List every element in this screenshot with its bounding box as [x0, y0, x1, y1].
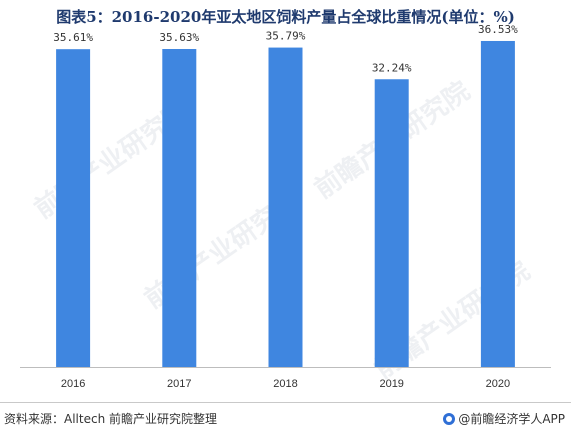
x-tick-label: 2017: [167, 378, 191, 390]
bar-2019: [374, 79, 409, 368]
x-tick-label: 2016: [61, 378, 85, 390]
bar-2016: [56, 49, 91, 367]
x-tick-label: 2019: [379, 378, 403, 390]
bar-value-label: 35.61%: [53, 31, 93, 44]
bar-value-label: 32.24%: [372, 61, 412, 74]
bar-2020: [480, 40, 515, 367]
bar-value-label: 36.53%: [478, 23, 518, 36]
source-note: 资料来源：Alltech 前瞻产业研究院整理: [4, 412, 217, 426]
footer-divider: [0, 402, 571, 403]
brand-credit: @前瞻经济学人APP: [443, 410, 565, 427]
bar-value-label: 35.79%: [266, 30, 306, 43]
bar-2017: [162, 49, 197, 367]
chart-title: 图表5：2016-2020年亚太地区饲料产量占全球比重情况(单位：%): [56, 8, 515, 26]
bar-chart: 35.61% 2016 35.63% 2017 35.79% 2018 32.24% 2019…: [20, 23, 551, 390]
x-tick-label: 2020: [486, 378, 510, 390]
x-tick-label: 2018: [273, 378, 297, 390]
bar-value-label: 35.63%: [159, 31, 199, 44]
brand-text: @前瞻经济学人APP: [458, 412, 565, 426]
brand-logo-icon: [443, 412, 456, 425]
bar-2018: [268, 47, 303, 367]
